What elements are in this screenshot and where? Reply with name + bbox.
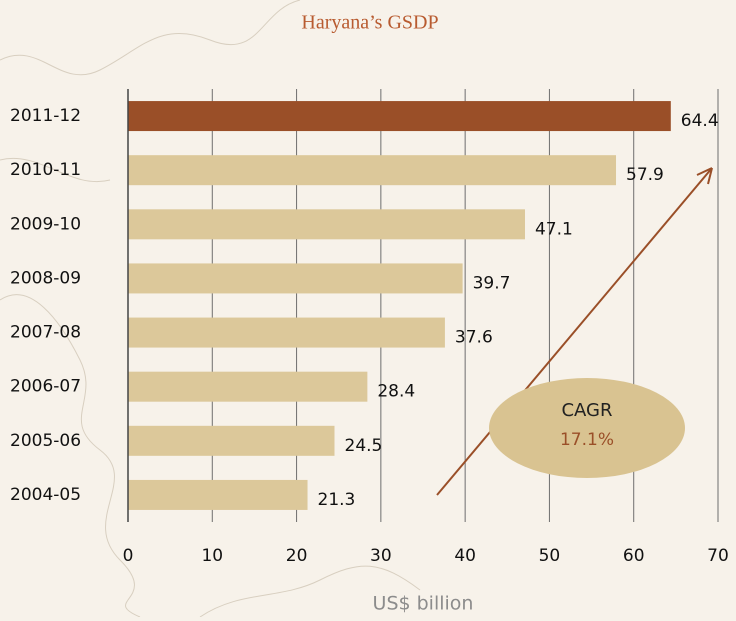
data-label: 28.4 xyxy=(377,382,415,402)
annotation-text: CAGR xyxy=(561,400,612,421)
bar xyxy=(128,209,525,240)
y-tick-label: 2005-06 xyxy=(10,431,81,451)
bar xyxy=(128,371,368,402)
x-tick-label: 20 xyxy=(286,546,308,566)
data-label: 24.5 xyxy=(345,436,383,456)
data-label: 47.1 xyxy=(535,219,573,239)
y-tick-label: 2008-09 xyxy=(10,268,81,288)
x-tick-label: 50 xyxy=(539,546,561,566)
trend-arrow xyxy=(436,167,713,496)
data-label: 37.6 xyxy=(455,328,493,348)
annotation-text: 17.1% xyxy=(560,430,614,450)
map-line xyxy=(199,565,421,618)
y-tick-label: 2011-12 xyxy=(10,106,81,126)
annotation-bubble xyxy=(489,378,685,478)
data-label: 21.3 xyxy=(318,490,356,510)
map-line xyxy=(0,157,111,183)
x-tick-label: 60 xyxy=(623,546,645,566)
map-line xyxy=(0,0,301,76)
x-tick-label: 0 xyxy=(123,546,134,566)
bar xyxy=(128,425,335,456)
chart-title: Haryana’s GSDP xyxy=(301,12,438,34)
data-label: 57.9 xyxy=(626,165,664,185)
arrow-head xyxy=(696,167,713,185)
data-label: 64.4 xyxy=(681,111,719,131)
y-tick-label: 2009-10 xyxy=(10,214,81,234)
y-tick-label: 2004-05 xyxy=(10,485,81,505)
bar xyxy=(128,263,463,294)
bar xyxy=(128,155,617,186)
data-label: 39.7 xyxy=(473,273,511,293)
background-map xyxy=(0,0,421,618)
bar xyxy=(128,101,671,132)
map-line xyxy=(0,294,141,618)
y-tick-label: 2006-07 xyxy=(10,377,81,397)
bar xyxy=(128,479,308,510)
y-tick-label: 2007-08 xyxy=(10,323,81,343)
x-tick-label: 40 xyxy=(454,546,476,566)
bar xyxy=(128,317,445,348)
y-tick-label: 2010-11 xyxy=(10,160,81,180)
x-tick-label: 10 xyxy=(201,546,223,566)
x-axis-label: US$ billion xyxy=(373,593,474,615)
x-tick-label: 70 xyxy=(707,546,729,566)
x-tick-label: 30 xyxy=(370,546,392,566)
